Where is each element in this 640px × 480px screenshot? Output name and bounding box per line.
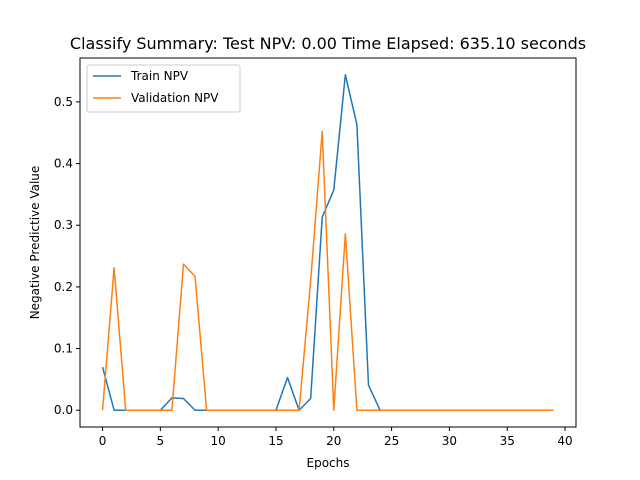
axes-frame [79, 57, 577, 428]
y-tick-label: 0.2 [54, 280, 73, 294]
y-axis-label: Negative Predictive Value [28, 166, 42, 320]
x-tick-label: 35 [500, 434, 515, 448]
legend-label-train-npv: Train NPV [130, 69, 189, 83]
y-tick-label: 0.5 [54, 95, 73, 109]
x-tick-label: 25 [384, 434, 399, 448]
x-tick-label: 0 [99, 434, 107, 448]
y-tick-label: 0.1 [54, 342, 73, 356]
series-line-validation-npv [101, 130, 554, 411]
plot-area [101, 74, 554, 411]
y-tick-label: 0.3 [54, 218, 73, 232]
legend: Train NPV Validation NPV [86, 64, 241, 113]
y-tick-label: 0.4 [54, 157, 73, 171]
x-tick-label: 10 [211, 434, 226, 448]
y-tick-label: 0.0 [54, 403, 73, 417]
legend-label-validation-npv: Validation NPV [131, 91, 219, 105]
chart-title: Classify Summary: Test NPV: 0.00 Time El… [70, 34, 586, 53]
x-tick-label: 30 [442, 434, 457, 448]
axis-ticks: 0 5 10 15 20 25 30 35 40 0.0 0.1 0.2 0.3 0.4 0.5 [54, 95, 573, 448]
x-tick-label: 20 [326, 434, 341, 448]
x-tick-label: 40 [557, 434, 572, 448]
x-tick-label: 15 [268, 434, 283, 448]
x-tick-label: 5 [157, 434, 165, 448]
legend-box [86, 64, 241, 113]
x-axis-label: Epochs [307, 456, 350, 470]
